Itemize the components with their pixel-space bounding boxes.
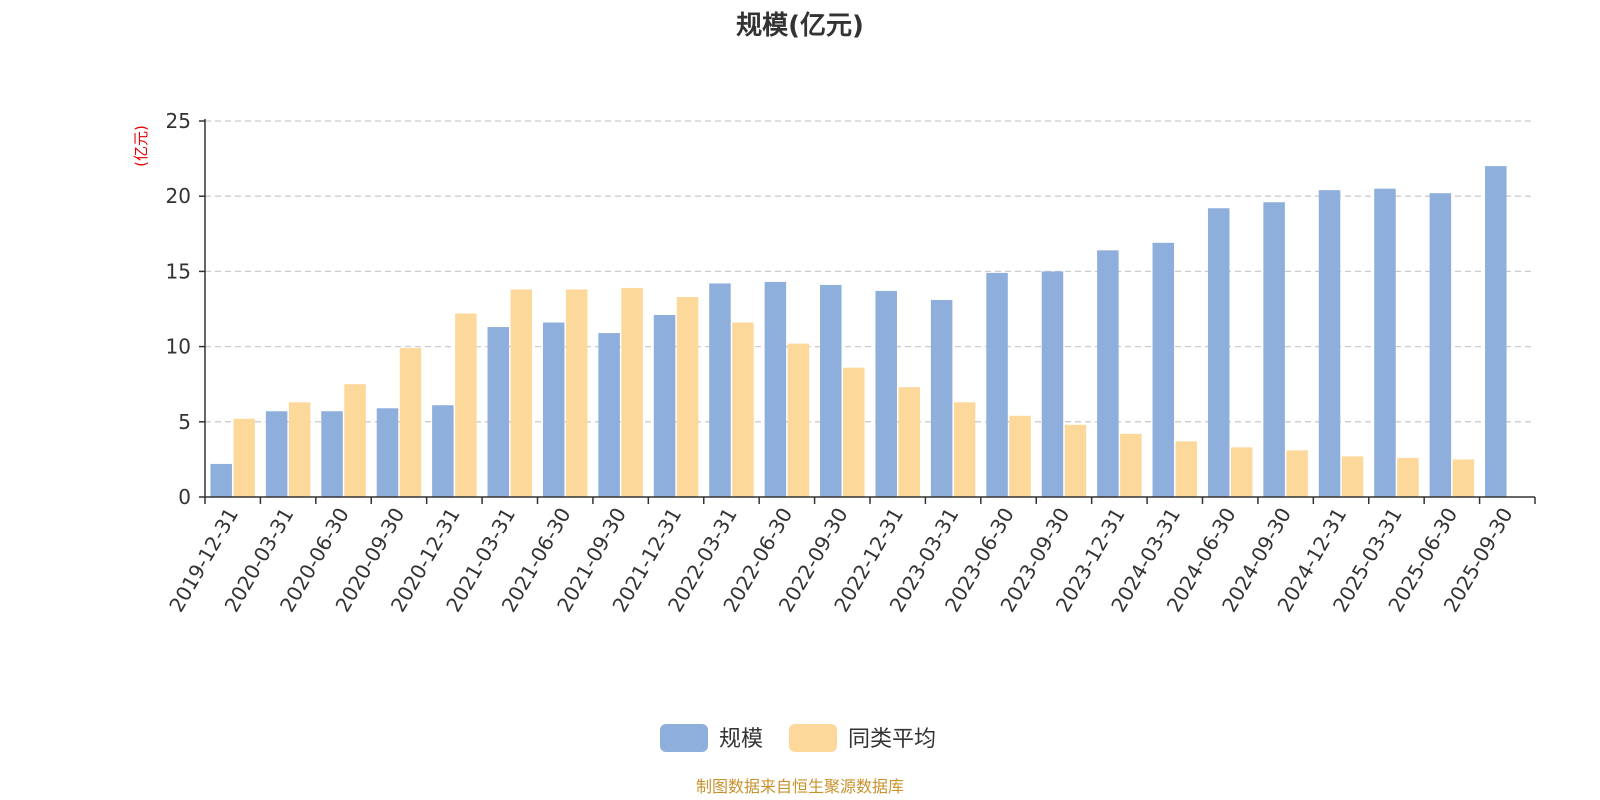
bar-scale-2022-09-30[interactable]: [820, 284, 842, 497]
bar-scale-2019-12-31[interactable]: [210, 463, 232, 497]
bar-scale-2020-03-31[interactable]: [265, 411, 288, 497]
data-source-note: 制图数据来自恒生聚源数据库: [696, 777, 904, 796]
bar-scale-2024-03-31[interactable]: [1152, 242, 1175, 497]
bar-average-2021-03-31[interactable]: [510, 289, 533, 497]
bar-scale-2025-03-31[interactable]: [1374, 188, 1396, 497]
bar-scale-2025-06-30[interactable]: [1429, 193, 1452, 497]
y-axis-label: (亿元): [132, 125, 150, 167]
y-tick-label: 20: [166, 184, 191, 208]
bar-scale-2023-03-31[interactable]: [930, 299, 953, 497]
chart-title: 规模(亿元): [736, 11, 864, 41]
bar-average-2022-06-30[interactable]: [787, 343, 810, 497]
bar-scale-2023-06-30[interactable]: [986, 272, 1008, 497]
bar-average-2023-09-30[interactable]: [1064, 424, 1087, 497]
bar-scale-2023-09-30[interactable]: [1041, 271, 1064, 497]
y-tick-label: 25: [166, 109, 191, 133]
bar-average-2021-09-30[interactable]: [621, 287, 643, 497]
bar-average-2022-12-31[interactable]: [898, 387, 920, 497]
bar-average-2020-03-31[interactable]: [288, 402, 311, 497]
y-tick-label: 15: [166, 259, 191, 283]
y-tick-label: 10: [166, 335, 191, 359]
bar-scale-2024-06-30[interactable]: [1207, 208, 1230, 497]
bar-scale-2021-09-30[interactable]: [598, 333, 620, 497]
bar-average-2023-06-30[interactable]: [1009, 415, 1031, 497]
bar-scale-2025-09-30[interactable]: [1485, 166, 1507, 497]
bar-average-2022-09-30[interactable]: [843, 367, 865, 497]
y-tick-label: 5: [178, 410, 191, 434]
bar-average-2024-12-31[interactable]: [1341, 456, 1364, 497]
bar-average-2024-09-30[interactable]: [1286, 450, 1308, 497]
y-tick-label: 0: [178, 485, 191, 509]
bars: [210, 166, 1507, 497]
bar-average-2021-12-31[interactable]: [676, 296, 699, 497]
bar-average-2020-09-30[interactable]: [399, 348, 422, 497]
bar-scale-2021-03-31[interactable]: [487, 327, 510, 497]
bar-average-2019-12-31[interactable]: [233, 418, 255, 497]
bar-average-2023-12-31[interactable]: [1120, 433, 1142, 497]
bar-scale-2021-06-30[interactable]: [542, 322, 565, 497]
bar-scale-2022-03-31[interactable]: [709, 283, 731, 497]
bar-average-2024-06-30[interactable]: [1230, 447, 1253, 497]
bar-scale-2021-12-31[interactable]: [653, 315, 676, 497]
bar-scale-2023-12-31[interactable]: [1097, 250, 1119, 497]
bar-scale-2020-09-30[interactable]: [376, 408, 399, 497]
bar-average-2021-06-30[interactable]: [565, 289, 588, 497]
grid-lines: [205, 120, 1535, 423]
bar-scale-2020-12-31[interactable]: [432, 405, 454, 497]
bar-scale-2020-06-30[interactable]: [321, 411, 343, 497]
bar-average-2023-03-31[interactable]: [953, 402, 976, 497]
legend-label-average: 同类平均: [848, 727, 936, 752]
legend-swatch-average[interactable]: [789, 724, 837, 752]
bar-average-2025-03-31[interactable]: [1397, 457, 1419, 497]
bar-scale-2024-12-31[interactable]: [1318, 190, 1341, 497]
bar-scale-2022-06-30[interactable]: [764, 281, 787, 497]
bar-average-2025-06-30[interactable]: [1452, 459, 1475, 497]
bar-average-2022-03-31[interactable]: [732, 322, 754, 497]
bar-average-2020-12-31[interactable]: [455, 313, 477, 497]
legend-swatch-scale[interactable]: [660, 724, 708, 752]
bar-scale-2022-12-31[interactable]: [875, 290, 897, 497]
legend-label-scale: 规模: [719, 727, 763, 752]
bar-scale-2024-09-30[interactable]: [1263, 202, 1285, 497]
bar-average-2024-03-31[interactable]: [1175, 441, 1198, 497]
legend: 规模 同类平均: [660, 724, 936, 752]
bar-average-2020-06-30[interactable]: [344, 384, 366, 497]
